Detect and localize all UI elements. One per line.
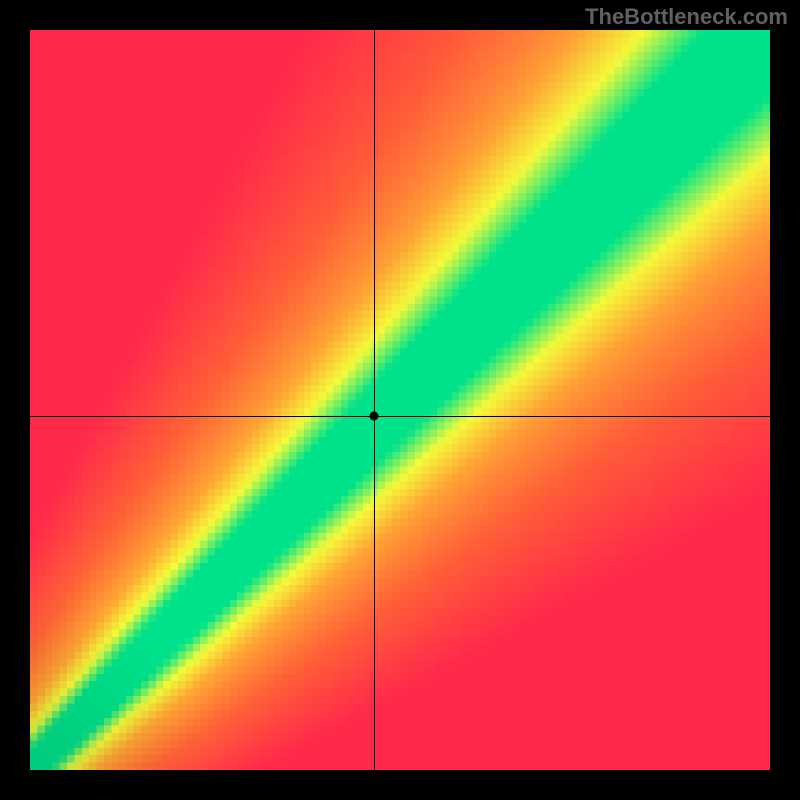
crosshair-vertical — [374, 30, 375, 770]
heatmap-canvas — [30, 30, 770, 770]
watermark-text: TheBottleneck.com — [585, 4, 788, 30]
crosshair-horizontal — [30, 416, 770, 417]
chart-container: TheBottleneck.com — [0, 0, 800, 800]
plot-area — [30, 30, 770, 770]
data-point-marker — [370, 412, 379, 421]
